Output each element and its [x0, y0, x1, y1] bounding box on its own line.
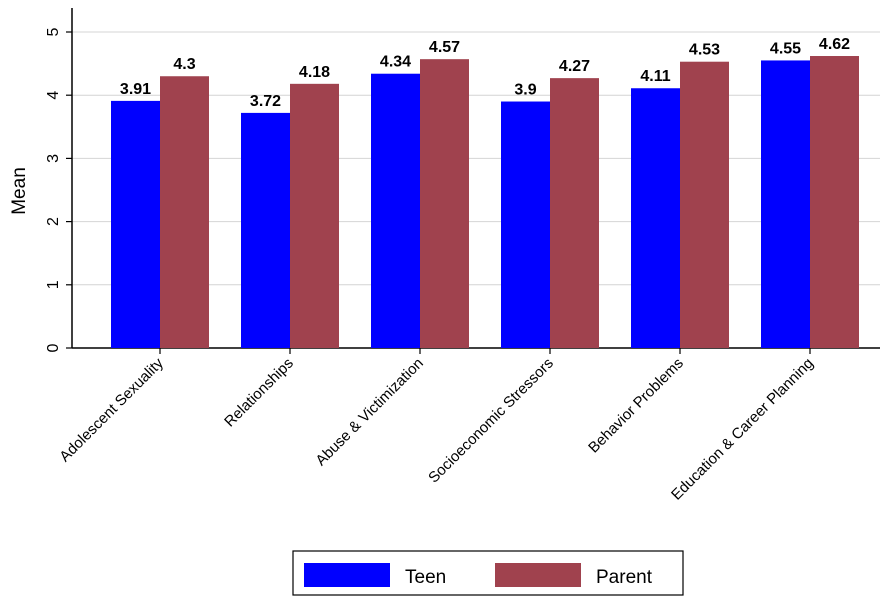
bar-parent-abuse-and-victimization [420, 59, 469, 349]
x-tick-label-relationships: Relationships [221, 355, 297, 431]
y-tick-label-2: 2 [45, 217, 62, 226]
data-label-teen-adolescent-sexuality: 3.91 [120, 81, 151, 98]
data-label-teen-abuse-and-victimization: 4.34 [380, 54, 411, 71]
bar-parent-behavior-problems [680, 61, 729, 348]
data-label-parent-adolescent-sexuality: 4.3 [173, 56, 195, 73]
bar-parent-education-and-career-planning [810, 56, 859, 349]
bar-teen-adolescent-sexuality [111, 100, 160, 348]
data-label-parent-behavior-problems: 4.53 [689, 42, 720, 59]
legend-label-teen: Teen [405, 567, 446, 588]
data-label-parent-relationships: 4.18 [299, 64, 330, 81]
y-tick-label-3: 3 [45, 154, 62, 163]
y-tick-label-0: 0 [45, 343, 62, 352]
x-tick-label-adolescent-sexuality: Adolescent Sexuality [56, 354, 167, 465]
y-tick-label-1: 1 [45, 280, 62, 289]
y-tick-label-5: 5 [45, 27, 62, 36]
data-labels: 3.91 4.3 3.72 4.18 4.34 4.57 3.9 4.27 4.11 4.53 4.… [120, 36, 850, 110]
data-label-parent-abuse-and-victimization: 4.57 [429, 39, 460, 56]
y-axis-label: Mean [9, 167, 30, 215]
x-tick-labels: Adolescent Sexuality Relationships Abuse &… [56, 348, 817, 504]
legend-label-parent: Parent [596, 567, 653, 588]
legend-swatch-teen [304, 563, 390, 587]
bar-parent-adolescent-sexuality [160, 76, 209, 349]
bar-parent-socioeconomic-stressors [550, 78, 599, 349]
x-tick-label-abuse-and-victimization: Abuse & Victimization [312, 355, 426, 469]
bar-parent-relationships [290, 83, 339, 348]
bar-teen-education-and-career-planning [761, 60, 810, 348]
x-tick-label-behavior-problems: Behavior Problems [585, 355, 687, 457]
bars [111, 56, 859, 349]
y-tick-label-4: 4 [45, 91, 62, 100]
data-label-teen-education-and-career-planning: 4.55 [770, 40, 801, 57]
axes: Mean [9, 8, 73, 348]
bar-teen-relationships [241, 112, 290, 348]
data-label-teen-behavior-problems: 4.11 [640, 68, 670, 85]
data-label-parent-education-and-career-planning: 4.62 [819, 36, 850, 53]
data-label-teen-relationships: 3.72 [250, 93, 281, 110]
data-label-parent-socioeconomic-stressors: 4.27 [559, 58, 590, 75]
bar-teen-socioeconomic-stressors [501, 101, 550, 349]
legend-swatch-parent [495, 563, 581, 587]
bar-teen-behavior-problems [631, 88, 680, 349]
x-tick-label-socioeconomic-stressors: Socioeconomic Stressors [425, 355, 557, 487]
x-tick-label-education-and-career-planning: Education & Career Planning [668, 355, 817, 504]
y-ticks: 0 1 2 3 4 5 [45, 27, 72, 352]
data-label-teen-socioeconomic-stressors: 3.9 [514, 82, 536, 99]
legend: Teen Parent [292, 550, 684, 596]
bar-teen-abuse-and-victimization [371, 73, 420, 348]
